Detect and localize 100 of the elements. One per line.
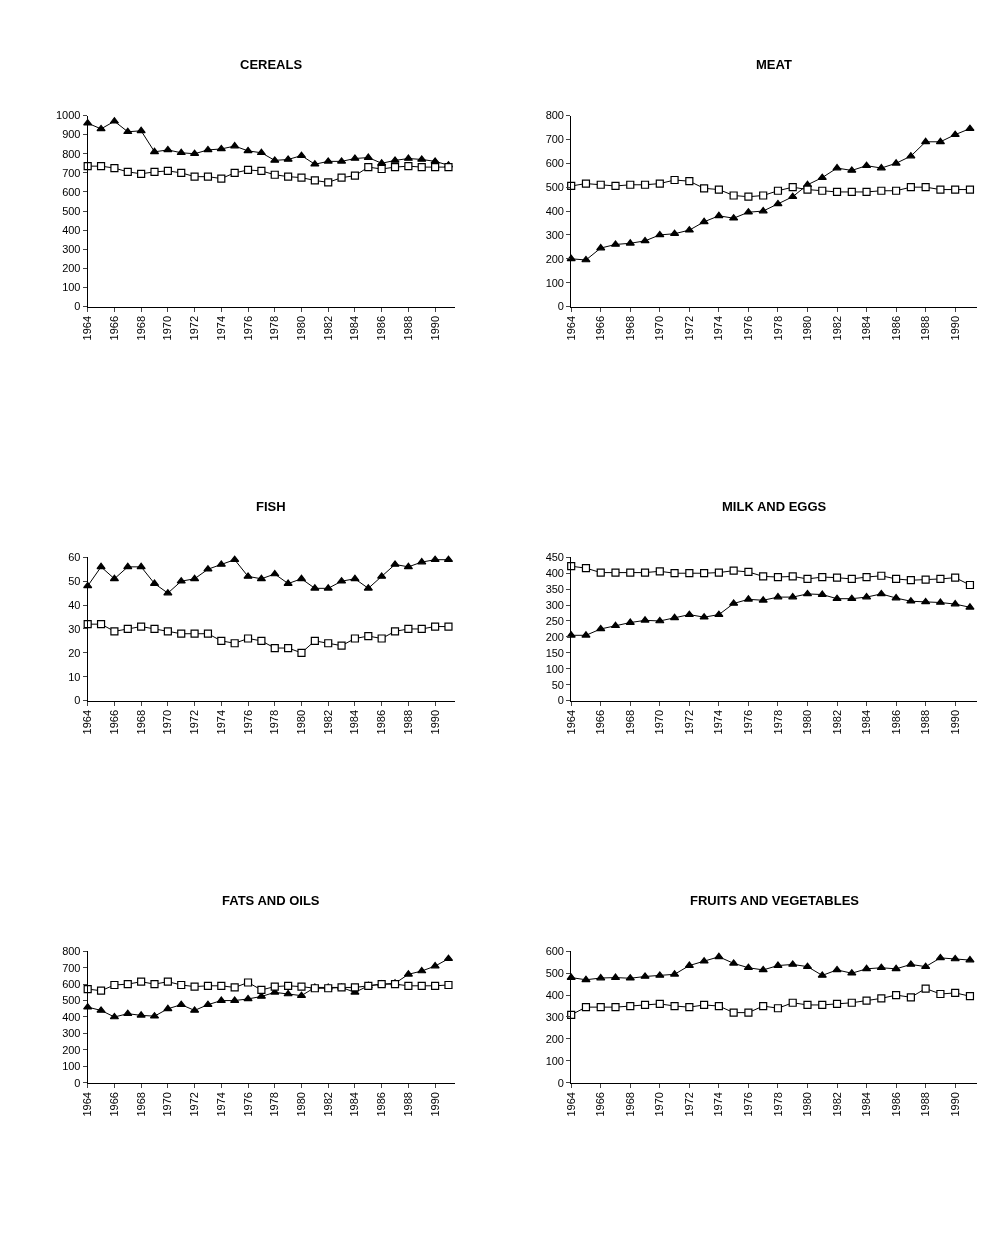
y-tick-label: 100 bbox=[62, 1060, 81, 1073]
x-tick-label: 1978 bbox=[771, 315, 784, 341]
y-tick-label: 300 bbox=[545, 598, 564, 611]
x-tick-label: 1984 bbox=[860, 1092, 873, 1117]
x-tick-label: 1974 bbox=[214, 1092, 227, 1117]
x-tick-label: 1970 bbox=[161, 709, 174, 735]
x-tick-label: 1976 bbox=[241, 709, 254, 735]
y-tick-label: 0 bbox=[74, 1076, 81, 1089]
chart-title: FISH bbox=[256, 499, 286, 514]
y-tick-label: 500 bbox=[545, 181, 564, 194]
chart-title: FRUITS AND VEGETABLES bbox=[690, 893, 860, 908]
x-tick-label: 1982 bbox=[321, 709, 334, 735]
x-tick-label: 1984 bbox=[348, 709, 361, 735]
x-tick-label: 1970 bbox=[653, 1092, 666, 1117]
x-tick-label: 1990 bbox=[428, 709, 441, 735]
y-tick-label: 100 bbox=[545, 662, 564, 675]
y-tick-label: 200 bbox=[62, 1043, 81, 1056]
x-tick-label: 1982 bbox=[830, 1092, 843, 1117]
x-tick-label: 1970 bbox=[161, 315, 174, 341]
x-tick-label: 1978 bbox=[771, 709, 784, 735]
y-tick-label: 250 bbox=[545, 614, 564, 627]
x-tick-label: 1986 bbox=[889, 709, 902, 735]
y-tick-label: 100 bbox=[62, 281, 81, 294]
x-tick-label: 1990 bbox=[428, 1092, 441, 1117]
y-tick-label: 0 bbox=[557, 300, 564, 313]
x-tick-label: 1978 bbox=[268, 315, 281, 341]
x-tick-label: 1964 bbox=[81, 709, 94, 735]
chart-title: MEAT bbox=[756, 57, 792, 72]
x-tick-label: 1968 bbox=[134, 315, 147, 341]
x-tick-label: 1988 bbox=[401, 709, 414, 735]
x-tick-label: 1976 bbox=[241, 315, 254, 341]
x-tick-label: 1964 bbox=[564, 315, 577, 341]
x-tick-label: 1966 bbox=[594, 315, 607, 341]
x-tick-label: 1984 bbox=[860, 709, 873, 735]
x-tick-label: 1986 bbox=[889, 315, 902, 341]
y-tick-label: 800 bbox=[545, 109, 564, 122]
x-tick-label: 1964 bbox=[564, 709, 577, 735]
y-tick-label: 30 bbox=[68, 622, 81, 635]
y-tick-label: 150 bbox=[545, 646, 564, 659]
y-tick-label: 900 bbox=[62, 128, 81, 141]
y-tick-label: 400 bbox=[545, 204, 564, 217]
x-tick-label: 1988 bbox=[919, 709, 932, 735]
x-tick-label: 1970 bbox=[653, 315, 666, 341]
y-tick-label: 200 bbox=[545, 630, 564, 643]
x-tick-label: 1972 bbox=[188, 315, 201, 341]
x-tick-label: 1966 bbox=[594, 1092, 607, 1117]
x-tick-label: 1980 bbox=[295, 315, 308, 341]
x-tick-label: 1972 bbox=[682, 315, 695, 341]
y-tick-label: 300 bbox=[62, 243, 81, 256]
x-tick-label: 1980 bbox=[295, 1092, 308, 1117]
y-tick-label: 500 bbox=[62, 204, 81, 217]
x-tick-label: 1988 bbox=[401, 1092, 414, 1117]
y-tick-label: 400 bbox=[62, 1010, 81, 1023]
x-tick-label: 1964 bbox=[81, 315, 94, 341]
y-tick-label: 400 bbox=[62, 223, 81, 236]
y-tick-label: 100 bbox=[545, 276, 564, 289]
y-tick-label: 60 bbox=[68, 551, 81, 564]
x-tick-label: 1968 bbox=[623, 315, 636, 341]
y-tick-label: 200 bbox=[545, 1032, 564, 1045]
x-tick-label: 1988 bbox=[919, 315, 932, 341]
x-tick-label: 1966 bbox=[594, 709, 607, 735]
x-tick-label: 1980 bbox=[801, 709, 814, 735]
y-tick-label: 700 bbox=[62, 961, 81, 974]
x-tick-label: 1986 bbox=[375, 709, 388, 735]
x-tick-label: 1966 bbox=[107, 709, 120, 735]
x-tick-label: 1974 bbox=[214, 709, 227, 735]
y-tick-label: 400 bbox=[545, 988, 564, 1001]
y-tick-label: 10 bbox=[68, 670, 81, 683]
y-tick-label: 600 bbox=[62, 185, 81, 198]
x-tick-label: 1978 bbox=[771, 1092, 784, 1117]
y-tick-label: 0 bbox=[557, 1076, 564, 1089]
x-tick-label: 1990 bbox=[428, 315, 441, 341]
x-tick-label: 1986 bbox=[375, 1092, 388, 1117]
x-tick-label: 1976 bbox=[741, 1092, 754, 1117]
x-tick-label: 1974 bbox=[214, 315, 227, 341]
y-tick-label: 500 bbox=[545, 967, 564, 980]
y-tick-label: 100 bbox=[545, 1054, 564, 1067]
chart-title: MILK AND EGGS bbox=[722, 499, 827, 514]
x-tick-label: 1966 bbox=[107, 1092, 120, 1117]
x-tick-label: 1968 bbox=[623, 709, 636, 735]
y-tick-label: 20 bbox=[68, 646, 81, 659]
x-tick-label: 1988 bbox=[401, 315, 414, 341]
y-tick-label: 50 bbox=[551, 678, 564, 691]
y-tick-label: 800 bbox=[62, 147, 81, 160]
x-tick-label: 1986 bbox=[375, 315, 388, 341]
x-tick-label: 1980 bbox=[801, 315, 814, 341]
y-tick-label: 0 bbox=[74, 694, 81, 707]
x-tick-label: 1990 bbox=[948, 315, 961, 341]
y-tick-label: 40 bbox=[68, 598, 81, 611]
x-tick-label: 1982 bbox=[321, 315, 334, 341]
x-tick-label: 1968 bbox=[134, 1092, 147, 1117]
x-tick-label: 1976 bbox=[241, 1092, 254, 1117]
x-tick-label: 1968 bbox=[623, 1092, 636, 1117]
x-tick-label: 1974 bbox=[712, 709, 725, 735]
x-tick-label: 1968 bbox=[134, 709, 147, 735]
x-tick-label: 1970 bbox=[653, 709, 666, 735]
x-tick-label: 1978 bbox=[268, 1092, 281, 1117]
y-tick-label: 300 bbox=[545, 1010, 564, 1023]
x-tick-label: 1970 bbox=[161, 1092, 174, 1117]
x-tick-label: 1974 bbox=[712, 315, 725, 341]
